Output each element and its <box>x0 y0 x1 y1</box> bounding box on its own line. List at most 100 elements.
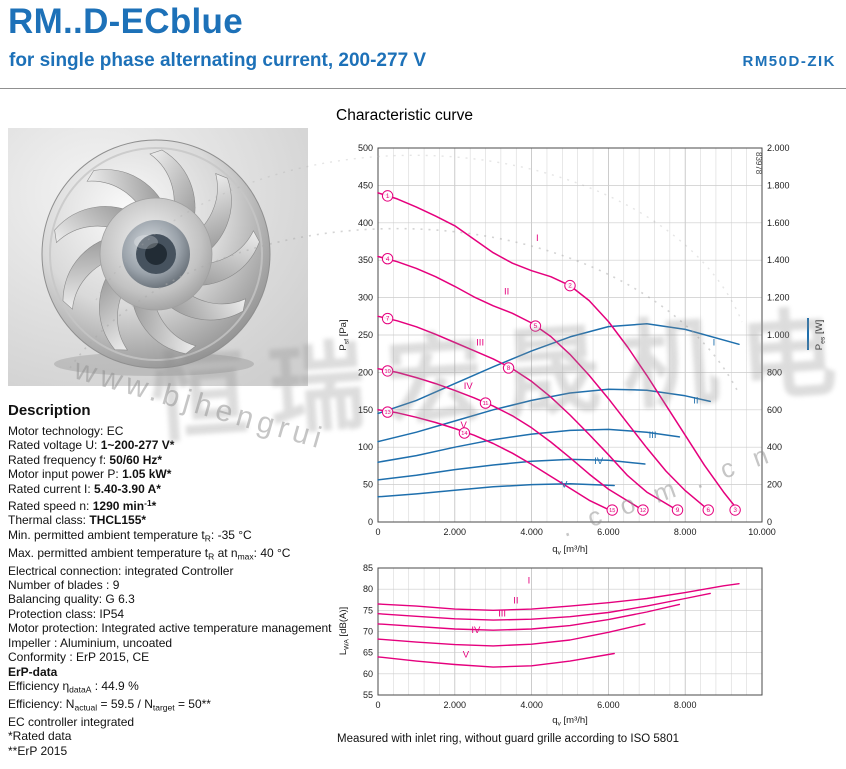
svg-text:III: III <box>498 608 506 619</box>
description-line: Impeller : Aluminium, uncoated <box>8 635 173 650</box>
characteristic-curve-heading: Characteristic curve <box>336 107 473 124</box>
description-line: Rated voltage U: 1~200-277 V* <box>8 438 175 453</box>
svg-text:2.000: 2.000 <box>444 700 467 710</box>
svg-text:8.000: 8.000 <box>674 527 697 537</box>
svg-text:Pes [W]: Pes [W] <box>814 320 827 350</box>
svg-text:0: 0 <box>375 527 380 537</box>
svg-text:3: 3 <box>733 507 737 514</box>
noise-curve-III <box>377 603 681 631</box>
description-line: Min. permitted ambient temperature tR: -… <box>8 527 252 544</box>
svg-text:0: 0 <box>368 517 373 527</box>
description-line: ErP-data <box>8 664 58 679</box>
description-line: Efficiency: Nactual = 59.5 / Ntarget = 5… <box>8 696 211 713</box>
svg-text:60: 60 <box>363 669 373 679</box>
product-photo <box>8 128 308 386</box>
svg-text:qv [m³/h]: qv [m³/h] <box>552 544 588 557</box>
description-line: Motor input power P: 1.05 kW* <box>8 467 172 482</box>
svg-text:55: 55 <box>363 690 373 700</box>
svg-text:7: 7 <box>386 316 390 323</box>
svg-text:II: II <box>504 287 509 298</box>
svg-text:0: 0 <box>375 700 380 710</box>
description-line: Efficiency ηdataA : 44.9 % <box>8 678 139 695</box>
svg-text:8.000: 8.000 <box>674 700 697 710</box>
description-line: Thermal class: THCL155* <box>8 513 147 528</box>
noise-curve-IV <box>377 623 646 647</box>
power-curve-III <box>377 428 681 463</box>
drawing-ref-number: 83978 <box>754 152 763 175</box>
svg-text:2.000: 2.000 <box>444 527 467 537</box>
measurement-footnote: Measured with inlet ring, without guard … <box>337 733 679 745</box>
svg-text:IV: IV <box>594 456 604 467</box>
svg-text:150: 150 <box>358 405 373 415</box>
svg-text:250: 250 <box>358 330 373 340</box>
svg-text:Psf [Pa]: Psf [Pa] <box>338 319 351 350</box>
svg-text:1.800: 1.800 <box>767 180 790 190</box>
svg-text:1.400: 1.400 <box>767 255 790 265</box>
svg-text:14: 14 <box>461 431 467 437</box>
svg-text:450: 450 <box>358 180 373 190</box>
svg-text:III: III <box>476 337 484 348</box>
description-line: EC controller integrated <box>8 714 135 729</box>
pressure-curve-V <box>377 409 615 514</box>
svg-text:85: 85 <box>363 563 373 573</box>
svg-text:2: 2 <box>568 283 572 290</box>
description-line: Conformity : ErP 2015, CE <box>8 650 150 665</box>
description-heading: Description <box>8 402 91 419</box>
description-line: Motor protection: Integrated active temp… <box>8 621 332 636</box>
power-curve-V <box>377 482 615 498</box>
svg-text:1.000: 1.000 <box>767 330 790 340</box>
description-line: *Rated data <box>8 729 72 744</box>
svg-text:5: 5 <box>534 323 538 330</box>
svg-text:I: I <box>528 576 531 587</box>
svg-text:2.000: 2.000 <box>767 143 790 153</box>
svg-text:600: 600 <box>767 405 782 415</box>
page-subtitle: for single phase alternating current, 20… <box>9 50 427 71</box>
svg-text:15: 15 <box>609 508 615 514</box>
svg-text:6: 6 <box>706 507 710 514</box>
svg-text:II: II <box>513 596 518 607</box>
svg-text:1.600: 1.600 <box>767 218 790 228</box>
description-line: Rated speed n: 1290 min-1* <box>8 498 157 514</box>
svg-text:70: 70 <box>363 627 373 637</box>
svg-text:500: 500 <box>358 143 373 153</box>
description-line: Balancing quality: G 6.3 <box>8 592 135 607</box>
svg-text:V: V <box>463 649 470 660</box>
noise-curve-I <box>377 583 740 611</box>
svg-text:65: 65 <box>363 648 373 658</box>
svg-text:4.000: 4.000 <box>520 527 543 537</box>
svg-text:IV: IV <box>464 381 474 392</box>
power-curve-IV <box>377 458 646 481</box>
svg-text:350: 350 <box>358 255 373 265</box>
characteristic-curve-chart: IIIIIIIVVIIIIIIIVV1234567891011121314150… <box>338 143 827 557</box>
svg-text:II: II <box>693 395 698 406</box>
svg-text:V: V <box>460 420 467 431</box>
svg-text:10.000: 10.000 <box>748 527 776 537</box>
svg-text:9: 9 <box>676 507 680 514</box>
description-line: Rated frequency f: 50/60 Hz* <box>8 452 163 467</box>
svg-text:400: 400 <box>358 218 373 228</box>
svg-text:75: 75 <box>363 605 373 615</box>
svg-text:0: 0 <box>767 517 772 527</box>
description-line: Protection class: IP54 <box>8 606 125 621</box>
description-line: Motor technology: EC <box>8 424 124 438</box>
pressure-curve-III <box>377 315 681 513</box>
svg-text:III: III <box>649 430 657 441</box>
impeller-illustration <box>41 139 271 369</box>
svg-text:100: 100 <box>358 442 373 452</box>
noise-curves <box>377 583 740 668</box>
svg-text:4: 4 <box>386 256 390 263</box>
svg-text:200: 200 <box>767 480 782 490</box>
noise-curve-V <box>377 652 615 668</box>
svg-text:11: 11 <box>483 401 489 407</box>
noise-curve-II <box>377 592 711 621</box>
svg-text:4.000: 4.000 <box>520 700 543 710</box>
model-code: RM50D-ZIK <box>742 53 836 70</box>
description-line: Rated current I: 5.40-3.90 A* <box>8 481 161 496</box>
product-series-title: RM..D-ECblue <box>8 2 243 41</box>
svg-text:1.200: 1.200 <box>767 293 790 303</box>
svg-text:50: 50 <box>363 480 373 490</box>
svg-text:V: V <box>561 479 568 490</box>
svg-text:800: 800 <box>767 367 782 377</box>
svg-text:IV: IV <box>471 625 481 636</box>
